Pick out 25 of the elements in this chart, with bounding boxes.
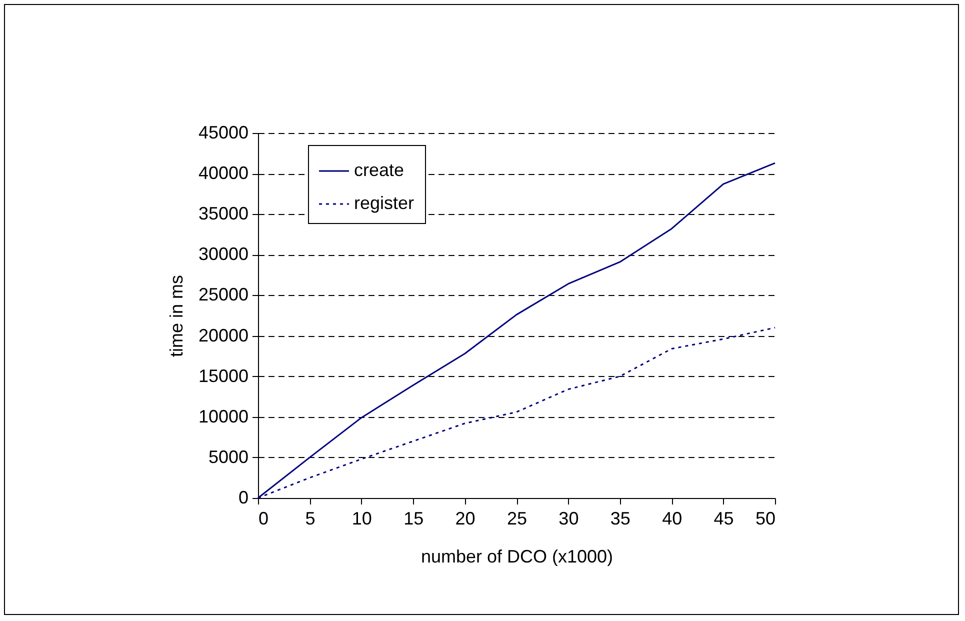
y-tick-label: 0 (238, 488, 248, 508)
y-tick-label: 35000 (198, 204, 248, 224)
legend-label: create (354, 160, 404, 180)
y-tick-label: 20000 (198, 325, 248, 346)
x-tick-label: 25 (506, 508, 528, 528)
x-tick-label: 35 (610, 508, 630, 528)
y-tick-label: 15000 (198, 366, 248, 386)
x-tick-label: 15 (404, 508, 424, 528)
x-tick-label: 50 (755, 508, 776, 528)
x-tick-label: 10 (352, 508, 372, 528)
y-tick-label: 5000 (208, 446, 248, 467)
x-tick-label: 30 (558, 508, 579, 528)
x-tick-label: 0 (258, 508, 269, 528)
x-tick-label: 5 (305, 508, 316, 528)
y-tick-label: 25000 (198, 284, 248, 305)
y-tick-label: 45000 (198, 122, 248, 142)
x-tick-label: 20 (455, 508, 476, 528)
legend-label: register (354, 193, 414, 213)
y-axis-title: time in ms (166, 274, 186, 358)
x-tick-label: 40 (662, 508, 682, 528)
y-tick-label: 30000 (198, 244, 248, 264)
x-tick-label: 45 (714, 508, 734, 528)
y-tick-label: 10000 (198, 406, 248, 426)
x-axis-title: number of DCO (x1000) (420, 546, 614, 566)
y-tick-label: 40000 (198, 163, 248, 184)
